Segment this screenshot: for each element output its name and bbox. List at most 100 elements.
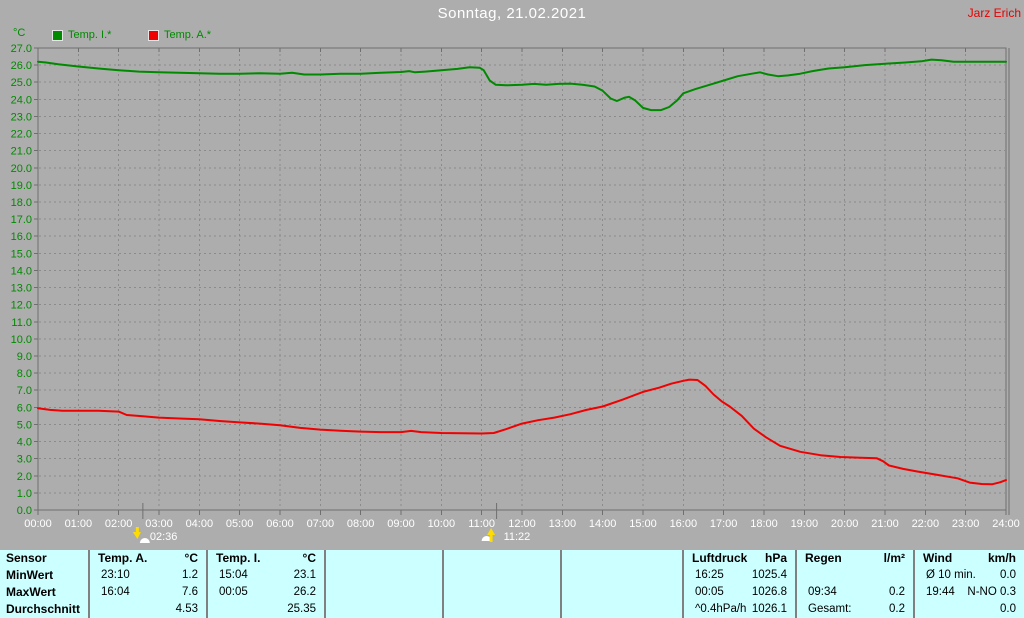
x-tick-label: 14:00 <box>589 518 617 530</box>
table-row <box>326 601 442 618</box>
table-row: 00:05 1026.8 <box>684 584 795 601</box>
event-time-label: 02:36 <box>150 531 178 543</box>
y-tick-label: 9.0 <box>17 351 32 363</box>
table-row-labels: Sensor MinWert MaxWert Durchschnitt <box>0 550 88 618</box>
y-tick-label: 7.0 <box>17 385 32 397</box>
table-row: 23:10 1.2 <box>90 567 206 584</box>
page-title: Sonntag, 21.02.2021 <box>437 5 587 22</box>
x-tick-label: 12:00 <box>508 518 536 530</box>
column-header <box>444 550 560 567</box>
y-axis-unit-label: °C <box>13 27 26 39</box>
table-column-temp-a-: Temp. A. °C 23:10 1.2 16:04 7.6 4.53 <box>88 550 206 618</box>
table-row <box>326 584 442 601</box>
moon-icon <box>139 538 150 543</box>
y-tick-label: 16.0 <box>11 231 32 243</box>
y-tick-label: 5.0 <box>17 419 32 431</box>
y-tick-label: 20.0 <box>11 163 32 175</box>
cell-value: 0.0 <box>1000 603 1016 615</box>
cell-time: Gesamt: <box>808 603 852 615</box>
x-tick-label: 04:00 <box>186 518 214 530</box>
table-row: 0.0 <box>915 601 1024 618</box>
table-row: Ø 10 min. 0.0 <box>915 567 1024 584</box>
cell-value: 23.1 <box>293 569 316 581</box>
row-label: Durchschnitt <box>6 602 81 616</box>
cell-value: 0.0 <box>1000 569 1016 581</box>
cell-value: 0.2 <box>889 603 905 615</box>
event-time-label: 11:22 <box>504 531 531 543</box>
cell-time: Ø 10 min. <box>926 569 976 581</box>
x-tick-label: 00:00 <box>24 518 52 530</box>
temp-i-line <box>37 58 1007 112</box>
plot-frame <box>37 47 1010 515</box>
x-tick-label: 13:00 <box>549 518 577 530</box>
table-row: 15:04 23.1 <box>208 567 324 584</box>
legend-temp-a: Temp. A.* <box>148 29 211 41</box>
table-row: 09:34 0.2 <box>797 584 913 601</box>
table-row <box>444 584 560 601</box>
x-tick-label: 16:00 <box>670 518 698 530</box>
y-tick-label: 11.0 <box>11 317 32 329</box>
column-header <box>326 550 442 567</box>
y-tick-label: 21.0 <box>11 146 32 158</box>
column-unit: l/m² <box>883 551 905 565</box>
moonset-icon <box>132 532 141 539</box>
y-tick-label: 0.0 <box>17 505 32 517</box>
table-row <box>797 567 913 584</box>
cell-value: 7.6 <box>182 586 198 598</box>
table-row: 16:04 7.6 <box>90 584 206 601</box>
x-tick-label: 23:00 <box>952 518 980 530</box>
x-tick-label: 22:00 <box>912 518 940 530</box>
x-tick-label: 02:00 <box>105 518 133 530</box>
table-row: 16:25 1025.4 <box>684 567 795 584</box>
cell-time: 16:25 <box>695 569 724 581</box>
y-tick-label: 25.0 <box>11 77 32 89</box>
column-header: Temp. I. °C <box>208 550 324 567</box>
x-axis: 00:00 01:00 02:00 03:00 04:00 05:00 06:00 07:00… <box>24 48 1020 530</box>
cell-time: 23:10 <box>101 569 130 581</box>
cell-value: 26.2 <box>293 586 316 598</box>
table-row: Gesamt: 0.2 <box>797 601 913 618</box>
y-tick-label: 23.0 <box>11 111 32 123</box>
x-tick-label: 21:00 <box>871 518 899 530</box>
y-tick-label: 22.0 <box>11 129 32 141</box>
x-tick-label: 20:00 <box>831 518 859 530</box>
moon-icon <box>481 536 492 541</box>
y-tick-label: 19.0 <box>11 180 32 192</box>
temp-i-swatch-icon <box>52 29 63 41</box>
x-tick-label: 18:00 <box>750 518 778 530</box>
y-tick-label: 6.0 <box>17 402 32 414</box>
x-tick-label: 06:00 <box>266 518 294 530</box>
table-row: ^0.4hPa/h 1026.1 <box>684 601 795 618</box>
column-unit: km/h <box>987 551 1016 565</box>
moonset-marker: 02:36 <box>132 503 178 543</box>
cell-value: 25.35 <box>287 603 316 615</box>
x-tick-label: 10:00 <box>428 518 456 530</box>
table-row: 19:44 N-NO 0.3 <box>915 584 1024 601</box>
x-tick-label: 15:00 <box>629 518 657 530</box>
table-column-temp-i-: Temp. I. °C 15:04 23.1 00:05 26.2 25.35 <box>206 550 324 618</box>
cell-time: 00:05 <box>219 586 248 598</box>
gridlines <box>39 49 1005 509</box>
cell-value: 4.53 <box>175 603 198 615</box>
column-unit: °C <box>184 551 198 565</box>
y-axis: 27.0 26.0 25.0 24.0 23.0 22.0 21.0 20.0 19.0 18.0… <box>11 43 38 517</box>
column-header: Temp. A. °C <box>90 550 206 567</box>
legend-temp-a-label: Temp. A.* <box>164 29 212 41</box>
moonrise-marker: 11:22 <box>481 503 531 543</box>
x-tick-label: 09:00 <box>387 518 415 530</box>
cell-value: 1026.1 <box>751 603 787 615</box>
x-tick-label: 03:00 <box>145 518 173 530</box>
table-row: 25.35 <box>208 601 324 618</box>
cell-value: 1.2 <box>182 569 198 581</box>
y-tick-label: 3.0 <box>17 454 32 466</box>
legend-temp-i: Temp. I.* <box>52 29 111 41</box>
column-name: Wind <box>923 551 953 565</box>
column-header: Luftdruck hPa <box>684 550 795 567</box>
table-row: 00:05 26.2 <box>208 584 324 601</box>
row-label: Sensor <box>6 551 47 565</box>
column-unit: hPa <box>764 551 787 565</box>
y-tick-label: 4.0 <box>17 437 32 449</box>
cell-value: 0.2 <box>889 586 905 598</box>
cell-value: 1026.8 <box>751 586 787 598</box>
moonrise-icon <box>487 528 496 535</box>
